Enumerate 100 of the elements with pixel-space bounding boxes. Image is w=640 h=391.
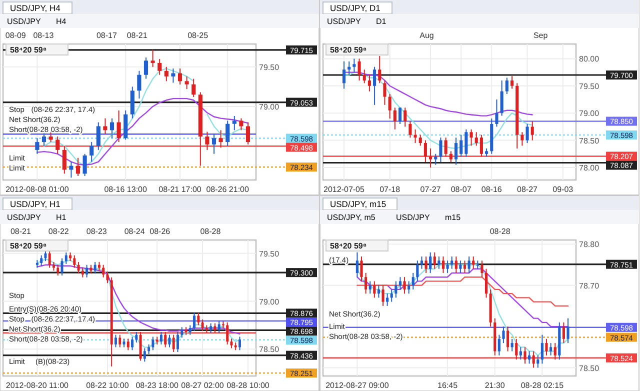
candlestick	[364, 272, 368, 294]
candlestick	[96, 122, 100, 150]
candlestick	[77, 262, 80, 274]
candlestick	[550, 342, 552, 356]
candlestick	[424, 256, 428, 274]
text: 08-23	[86, 227, 108, 236]
candlestick	[526, 123, 529, 144]
candlestick	[360, 256, 363, 282]
x-tick-label: 07-18	[380, 185, 401, 194]
text: 08-13	[33, 31, 54, 40]
text: USD/JPY	[327, 17, 362, 26]
candlestick	[201, 318, 204, 332]
candlestick	[393, 107, 396, 130]
candlestick	[160, 331, 162, 345]
candlestick	[73, 254, 76, 268]
chart-title: USD/JPY, D1	[330, 3, 381, 13]
candlestick	[506, 326, 510, 352]
candlestick	[500, 80, 504, 116]
y-tick-label: 79.00	[259, 297, 280, 306]
candlestick	[106, 271, 109, 284]
candlestick	[398, 107, 402, 124]
y-tick-label: 79.50	[579, 82, 600, 91]
y-tick-label: 79.50	[259, 249, 280, 258]
candlestick	[454, 256, 458, 274]
candlestick	[433, 252, 436, 270]
text: USD/JPY	[396, 213, 430, 222]
candlestick	[152, 336, 154, 351]
candlestick	[368, 280, 372, 294]
candlestick	[114, 334, 117, 348]
candlestick	[103, 118, 108, 135]
candlestick	[390, 288, 393, 302]
candlestick	[40, 254, 43, 266]
candlestick	[472, 256, 475, 270]
candlestick	[468, 256, 470, 274]
y-tick-label: 79.50	[259, 62, 280, 72]
text: 08-17	[96, 31, 118, 40]
candlestick	[562, 322, 565, 344]
candlestick	[515, 338, 518, 360]
candlestick	[184, 76, 189, 90]
y-tick-label: 78.00	[579, 163, 600, 172]
y-tick-label: 78.70	[579, 281, 600, 290]
text: H4	[56, 17, 67, 26]
candlestick	[510, 338, 514, 352]
candlestick	[386, 293, 389, 306]
candlestick	[520, 132, 524, 146]
candlestick	[143, 348, 146, 362]
x-tick-label: 2012-08-27 09:00	[326, 381, 390, 390]
candlestick	[137, 70, 142, 100]
x-tick-label: 08-07	[450, 185, 472, 194]
x-tick-label: 16:45	[438, 381, 458, 390]
text: 08-22	[48, 227, 70, 236]
x-tick-label: 08-23 18:00	[136, 381, 179, 390]
candlestick	[444, 137, 448, 158]
chart-subtitle: 58⁴20 59⁸	[330, 242, 367, 250]
text: m15	[445, 213, 462, 222]
candlestick	[348, 60, 351, 76]
candlestick	[368, 74, 371, 92]
candlestick	[470, 128, 473, 146]
candlestick	[502, 326, 505, 344]
candlestick	[554, 342, 556, 360]
x-tick-label: 2012-07-05	[324, 185, 366, 194]
candlestick	[536, 354, 540, 368]
text: 08-21	[10, 227, 32, 236]
candlestick	[139, 331, 142, 362]
candlestick	[378, 55, 382, 84]
y-tick-label: 78.50	[259, 345, 280, 354]
candlestick	[383, 80, 386, 106]
candlestick	[420, 256, 424, 270]
x-tick-label: 08-21 17:00	[158, 185, 202, 194]
candlestick	[56, 264, 60, 276]
candlestick	[116, 110, 121, 143]
candlestick	[463, 260, 466, 274]
candlestick	[171, 68, 176, 84]
candlestick	[510, 76, 514, 90]
candlestick	[48, 250, 51, 268]
candlestick	[164, 66, 168, 82]
candlestick	[82, 153, 87, 177]
x-tick-label: 08-26 21:00	[206, 185, 250, 194]
candlestick	[76, 157, 80, 177]
candlestick	[373, 66, 376, 106]
chart-subtitle: 58⁴20 59⁸	[330, 46, 367, 54]
candlestick	[528, 350, 531, 364]
x-tick-label: 08-22 10:00	[86, 381, 130, 390]
candlestick	[388, 94, 392, 120]
candlestick	[64, 252, 68, 264]
text: USD/JPY, m5	[327, 213, 376, 222]
candlestick	[495, 98, 498, 128]
candlestick	[86, 264, 88, 278]
candlestick	[480, 260, 484, 278]
candlestick	[545, 338, 548, 356]
candlestick	[168, 334, 171, 348]
candlestick	[532, 350, 535, 368]
x-tick-label: 07-27	[420, 185, 442, 194]
text: 08-09	[5, 31, 26, 40]
text: 08-28	[490, 227, 511, 236]
candlestick	[408, 280, 410, 294]
candlestick	[102, 264, 105, 278]
candlestick	[464, 128, 468, 158]
y-tick-label: 80.00	[579, 54, 600, 64]
y-tick-label: 78.50	[579, 364, 600, 373]
